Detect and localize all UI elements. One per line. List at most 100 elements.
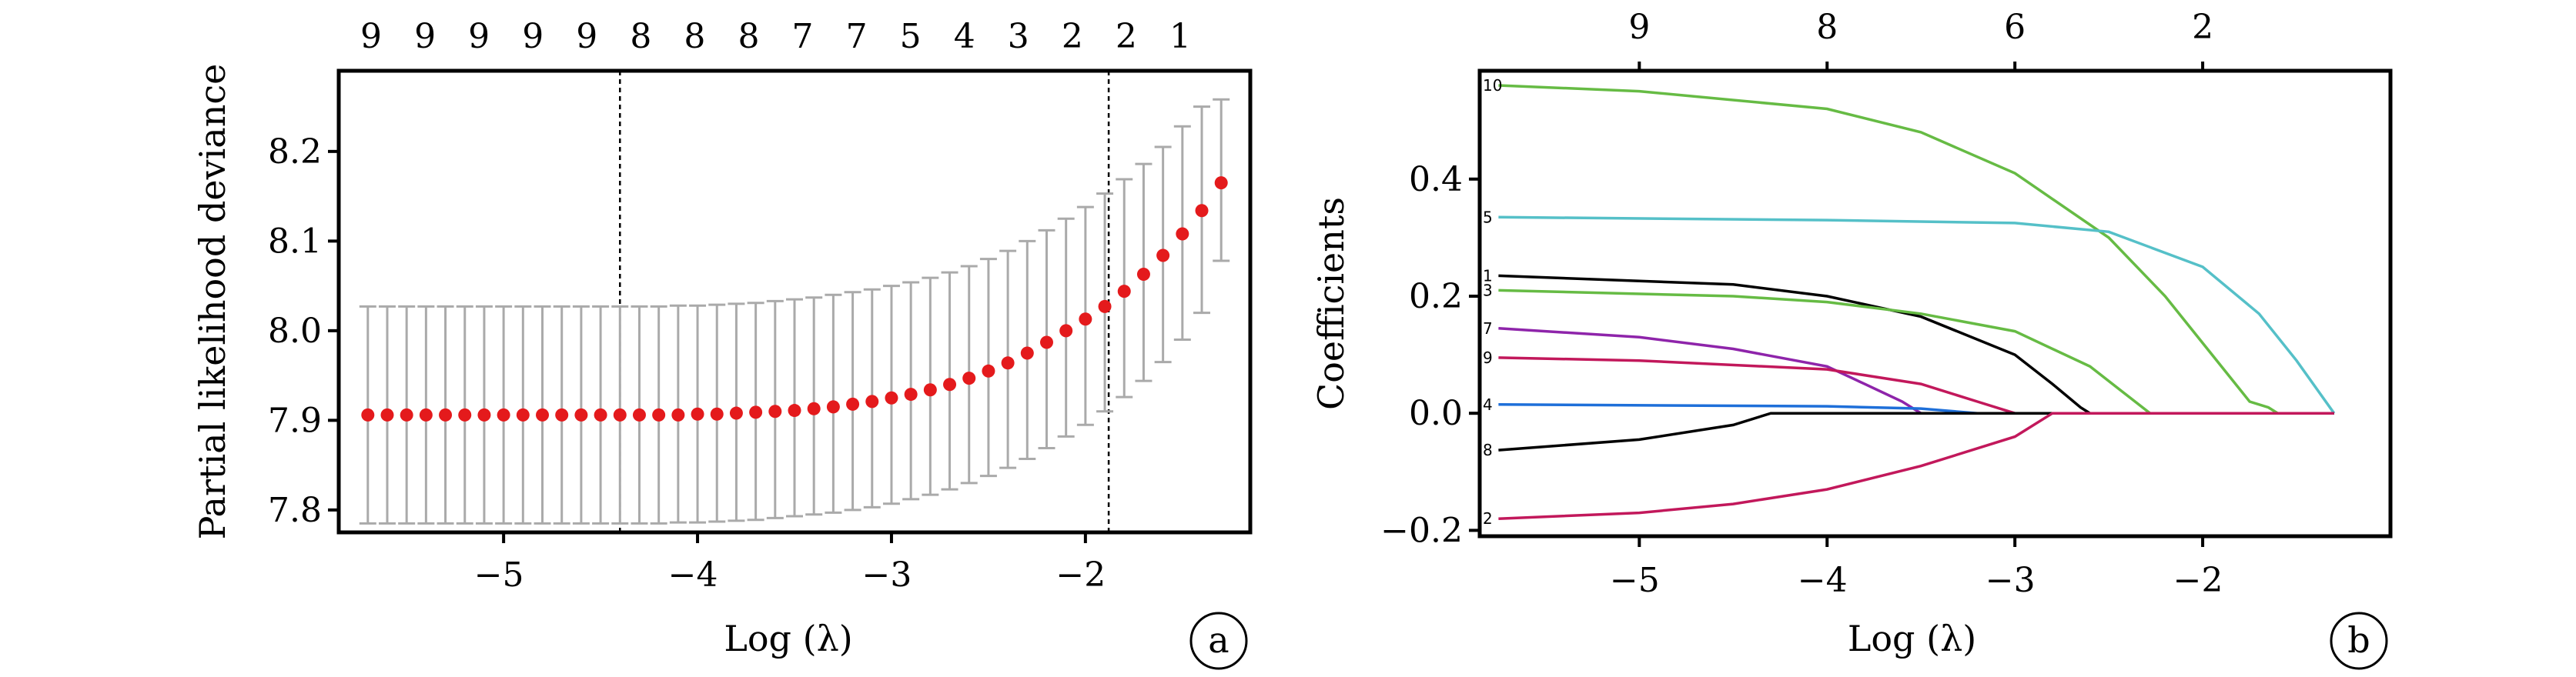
x-axis-title-b: Log (λ) [1848, 618, 1976, 659]
data-point [846, 397, 860, 411]
panel-badge-label-b: b [2347, 619, 2370, 661]
top-axis-label-a: 8 [630, 17, 651, 56]
data-point [1195, 204, 1209, 218]
series-label-9: 9 [1483, 349, 1493, 367]
y-axis-title-a: Partial likelihood deviance [192, 64, 233, 540]
panel-badge-a [1189, 612, 1248, 670]
x-tick-label-a: −3 [862, 555, 912, 595]
data-point [1001, 356, 1015, 370]
data-point [691, 407, 704, 421]
top-axis-label-a: 8 [684, 17, 705, 56]
series-label-8: 8 [1483, 441, 1493, 459]
data-point [574, 408, 588, 422]
top-axis-label-a: 3 [1008, 17, 1029, 56]
data-point [497, 408, 510, 422]
top-axis-label-a: 4 [954, 17, 975, 56]
data-point [671, 408, 685, 422]
data-point [904, 388, 918, 402]
data-point [923, 383, 937, 397]
y-tick-label-b: 0.4 [1409, 160, 1463, 199]
y-tick-label-a: 8.0 [268, 312, 322, 351]
coefficient-path-8 [1498, 412, 2334, 452]
data-point [865, 395, 879, 409]
data-point [477, 408, 491, 422]
x-tick-label-b: −3 [1986, 561, 2036, 600]
data-point [380, 408, 394, 422]
top-axis-label-a: 1 [1169, 17, 1191, 56]
top-axis-label-a: 9 [468, 17, 490, 56]
data-point [710, 407, 724, 421]
x-tick-label-a: −5 [474, 555, 524, 595]
top-axis-label-a: 7 [846, 17, 868, 56]
data-point [632, 408, 646, 422]
top-axis-label-a: 8 [738, 17, 759, 56]
series-label-7: 7 [1483, 319, 1493, 338]
y-axis-title-b: Coefficients [1310, 197, 1352, 410]
data-point [749, 405, 763, 419]
data-point [1079, 312, 1092, 326]
x-tick-label-a: −4 [668, 555, 718, 595]
top-axis-label-b: 8 [1816, 8, 1838, 47]
data-point [1117, 285, 1131, 298]
series-label-2: 2 [1483, 509, 1493, 528]
top-axis-label-a: 9 [576, 17, 597, 56]
panel-b-coefficient-paths: −5 −4 −3 −2 −0.2 0.0 0.2 0.4 9 8 6 2 10 5 13 7 9 4 8 2 Log (… [1310, 8, 2393, 670]
data-point [943, 378, 957, 392]
y-tick-label-a: 8.1 [268, 222, 322, 261]
data-point [555, 408, 569, 422]
data-point [768, 405, 782, 419]
data-point [594, 408, 607, 422]
top-axis-label-a: 2 [1062, 17, 1083, 56]
y-tick-label-a: 7.9 [268, 401, 322, 440]
data-point [729, 406, 743, 420]
x-tick-label-b: −2 [2173, 561, 2223, 600]
data-point [361, 408, 375, 422]
coefficient-path-7 [1498, 327, 2334, 415]
y-tick-label-b: 0.0 [1409, 394, 1463, 433]
y-tick-label-b: 0.2 [1409, 277, 1463, 316]
data-point [1098, 299, 1112, 313]
data-point [788, 404, 801, 418]
coefficient-path-10 [1498, 84, 2334, 415]
top-axis-label-a: 9 [414, 17, 436, 56]
data-point [1156, 248, 1170, 262]
data-point [652, 408, 666, 422]
data-point [400, 408, 413, 422]
top-axis-label-a: 7 [792, 17, 814, 56]
coefficient-path-3 [1498, 288, 2334, 415]
data-point [885, 391, 898, 405]
data-point [1214, 176, 1228, 190]
data-point [1020, 346, 1034, 360]
top-axis-label-a: 9 [360, 17, 382, 56]
y-tick-label-a: 8.2 [268, 132, 322, 172]
data-point [439, 408, 453, 422]
data-point [1059, 324, 1073, 338]
top-axis-label-a: 9 [522, 17, 544, 56]
data-point [826, 400, 840, 414]
panel-a-deviance-plot: −5 −4 −3 −27.87.98.08.18.29 9 9 9 9 8 8 8 7 7 5 4 3 2 2 1L… [192, 17, 1253, 670]
plot-frame-b [1477, 68, 2393, 539]
x-tick-label-a: −2 [1055, 555, 1106, 595]
data-point [516, 408, 530, 422]
x-tick-label-b: −4 [1798, 561, 1848, 600]
coefficient-path-2 [1498, 412, 2334, 520]
panel-badge-b [2330, 612, 2388, 670]
data-point [982, 364, 995, 378]
coefficient-path-5 [1498, 215, 2336, 415]
plot-frame-a [336, 68, 1253, 535]
data-point [613, 408, 627, 422]
top-axis-label-b: 6 [2004, 8, 2026, 47]
data-point [458, 408, 472, 422]
series-label-5: 5 [1483, 208, 1493, 226]
data-point [1136, 267, 1150, 281]
data-point [962, 372, 976, 385]
y-tick-label-a: 7.8 [268, 491, 322, 530]
panel-badge-label-a: a [1208, 619, 1229, 661]
top-axis-label-b: 9 [1628, 8, 1650, 47]
data-point [807, 402, 821, 415]
coefficient-path-1 [1498, 274, 2334, 415]
series-label-1: 1 [1483, 266, 1493, 285]
series-label-4: 4 [1483, 395, 1493, 414]
y-tick-label-b: −0.2 [1380, 511, 1463, 550]
top-axis-label-b: 2 [2192, 8, 2213, 47]
